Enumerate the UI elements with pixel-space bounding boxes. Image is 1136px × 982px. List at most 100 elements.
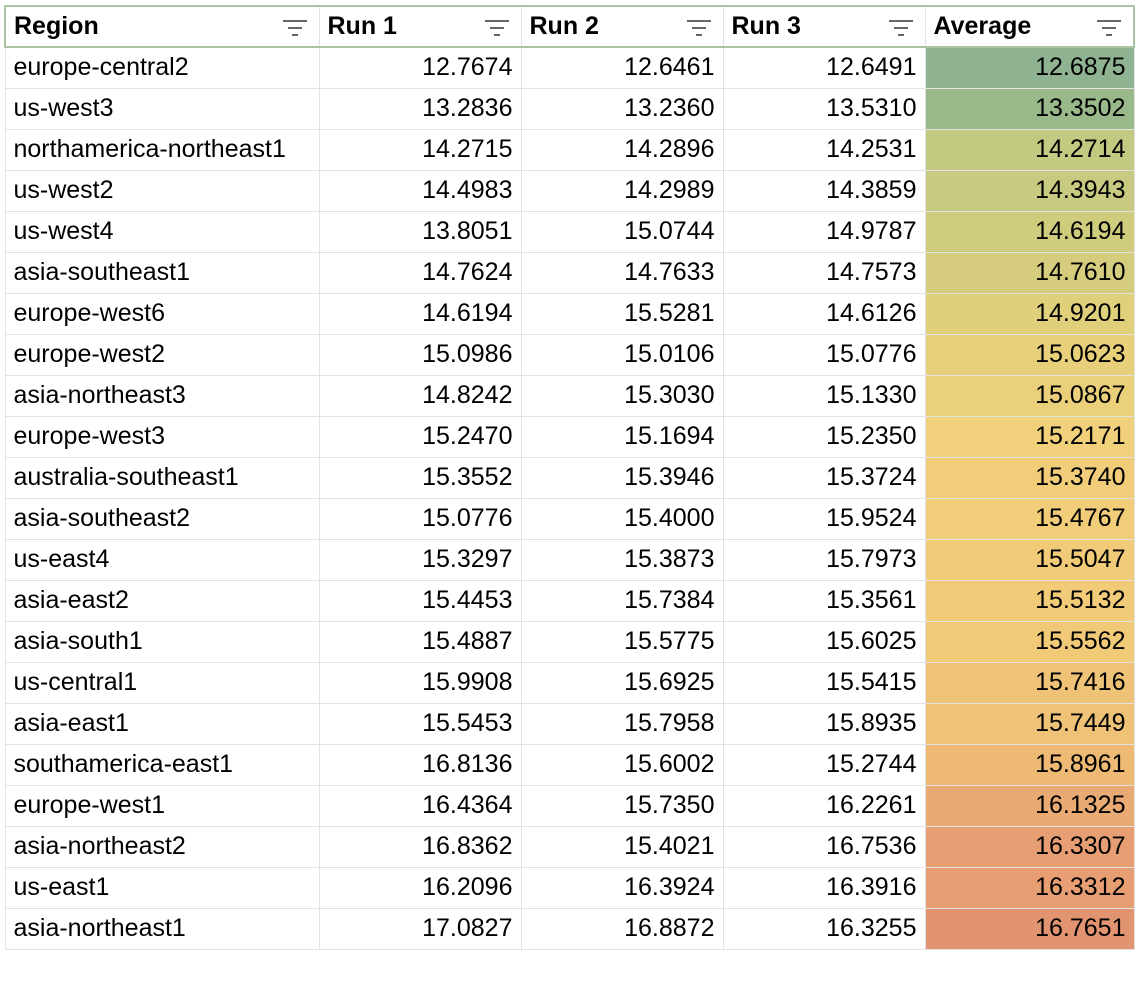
run-3-cell[interactable]: 16.3255 [722,907,926,950]
region-cell[interactable]: europe-west1 [4,784,320,827]
run-2-cell[interactable]: 15.6002 [520,743,724,786]
region-cell[interactable]: australia-southeast1 [4,456,320,499]
run-1-cell[interactable]: 15.0776 [318,497,522,540]
run-1-cell[interactable]: 14.7624 [318,251,522,294]
run-2-cell[interactable]: 14.2896 [520,128,724,171]
average-cell[interactable]: 15.7449 [924,702,1135,745]
run-3-cell[interactable]: 14.7573 [722,251,926,294]
run-2-cell[interactable]: 15.6925 [520,661,724,704]
run-3-cell[interactable]: 15.8935 [722,702,926,745]
average-cell[interactable]: 15.2171 [924,415,1135,458]
run-2-cell[interactable]: 15.7958 [520,702,724,745]
run-1-cell[interactable]: 15.9908 [318,661,522,704]
filter-icon[interactable] [888,19,913,37]
run-2-cell[interactable]: 14.7633 [520,251,724,294]
region-cell[interactable]: europe-west3 [4,415,320,458]
run-3-cell[interactable]: 15.2350 [722,415,926,458]
run-3-cell[interactable]: 15.9524 [722,497,926,540]
column-header-run-2[interactable]: Run 2 [520,5,724,48]
filter-icon[interactable] [686,19,711,37]
run-2-cell[interactable]: 15.3030 [520,374,724,417]
region-cell[interactable]: europe-west2 [4,333,320,376]
filter-icon[interactable] [1097,19,1121,37]
region-cell[interactable]: asia-northeast2 [4,825,320,868]
run-3-cell[interactable]: 14.9787 [722,210,926,253]
filter-icon[interactable] [484,19,509,37]
run-1-cell[interactable]: 15.4453 [318,579,522,622]
average-cell[interactable]: 14.9201 [924,292,1135,335]
filter-icon[interactable] [282,19,307,37]
run-3-cell[interactable]: 16.3916 [722,866,926,909]
run-1-cell[interactable]: 14.2715 [318,128,522,171]
region-cell[interactable]: northamerica-northeast1 [4,128,320,171]
average-cell[interactable]: 15.4767 [924,497,1135,540]
average-cell[interactable]: 14.2714 [924,128,1135,171]
average-cell[interactable]: 15.5047 [924,538,1135,581]
run-3-cell[interactable]: 15.0776 [722,333,926,376]
column-header-run-1[interactable]: Run 1 [318,5,522,48]
run-3-cell[interactable]: 13.5310 [722,87,926,130]
run-3-cell[interactable]: 15.7973 [722,538,926,581]
column-header-region[interactable]: Region [4,5,320,48]
run-3-cell[interactable]: 15.3561 [722,579,926,622]
region-cell[interactable]: us-central1 [4,661,320,704]
run-1-cell[interactable]: 14.6194 [318,292,522,335]
average-cell[interactable]: 16.7651 [924,907,1135,950]
average-cell[interactable]: 15.0867 [924,374,1135,417]
average-cell[interactable]: 12.6875 [924,46,1135,89]
region-cell[interactable]: asia-east1 [4,702,320,745]
run-3-cell[interactable]: 15.1330 [722,374,926,417]
average-cell[interactable]: 14.3943 [924,169,1135,212]
run-1-cell[interactable]: 16.4364 [318,784,522,827]
run-1-cell[interactable]: 13.2836 [318,87,522,130]
region-cell[interactable]: southamerica-east1 [4,743,320,786]
run-3-cell[interactable]: 16.2261 [722,784,926,827]
run-1-cell[interactable]: 16.8362 [318,825,522,868]
run-3-cell[interactable]: 12.6491 [722,46,926,89]
run-1-cell[interactable]: 15.3297 [318,538,522,581]
average-cell[interactable]: 16.1325 [924,784,1135,827]
average-cell[interactable]: 15.5562 [924,620,1135,663]
region-cell[interactable]: asia-northeast1 [4,907,320,950]
run-1-cell[interactable]: 17.0827 [318,907,522,950]
average-cell[interactable]: 13.3502 [924,87,1135,130]
run-1-cell[interactable]: 13.8051 [318,210,522,253]
run-2-cell[interactable]: 15.1694 [520,415,724,458]
run-1-cell[interactable]: 12.7674 [318,46,522,89]
average-cell[interactable]: 15.7416 [924,661,1135,704]
column-header-run-3[interactable]: Run 3 [722,5,926,48]
average-cell[interactable]: 15.0623 [924,333,1135,376]
region-cell[interactable]: europe-west6 [4,292,320,335]
run-3-cell[interactable]: 14.3859 [722,169,926,212]
run-1-cell[interactable]: 16.2096 [318,866,522,909]
average-cell[interactable]: 16.3312 [924,866,1135,909]
average-cell[interactable]: 14.7610 [924,251,1135,294]
run-2-cell[interactable]: 13.2360 [520,87,724,130]
run-2-cell[interactable]: 15.0106 [520,333,724,376]
region-cell[interactable]: asia-east2 [4,579,320,622]
average-cell[interactable]: 15.3740 [924,456,1135,499]
run-3-cell[interactable]: 15.3724 [722,456,926,499]
average-cell[interactable]: 15.8961 [924,743,1135,786]
region-cell[interactable]: us-east1 [4,866,320,909]
run-2-cell[interactable]: 15.5281 [520,292,724,335]
run-2-cell[interactable]: 15.3873 [520,538,724,581]
run-2-cell[interactable]: 16.8872 [520,907,724,950]
region-cell[interactable]: asia-south1 [4,620,320,663]
run-3-cell[interactable]: 14.6126 [722,292,926,335]
run-3-cell[interactable]: 14.2531 [722,128,926,171]
run-1-cell[interactable]: 16.8136 [318,743,522,786]
region-cell[interactable]: us-west3 [4,87,320,130]
region-cell[interactable]: us-west4 [4,210,320,253]
run-2-cell[interactable]: 15.3946 [520,456,724,499]
run-1-cell[interactable]: 15.2470 [318,415,522,458]
run-2-cell[interactable]: 15.0744 [520,210,724,253]
run-2-cell[interactable]: 15.7384 [520,579,724,622]
run-1-cell[interactable]: 15.0986 [318,333,522,376]
run-1-cell[interactable]: 14.8242 [318,374,522,417]
run-2-cell[interactable]: 14.2989 [520,169,724,212]
region-cell[interactable]: asia-northeast3 [4,374,320,417]
run-2-cell[interactable]: 16.3924 [520,866,724,909]
average-cell[interactable]: 15.5132 [924,579,1135,622]
column-header-average[interactable]: Average [924,5,1135,48]
